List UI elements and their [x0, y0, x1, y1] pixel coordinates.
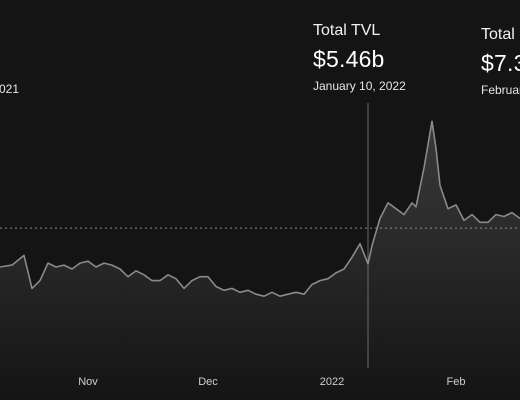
tooltip-secondary-value: $7.3 [481, 50, 520, 76]
tooltip-secondary: Total $7.3 Februar [481, 26, 520, 97]
tooltip-secondary-label: Total [481, 26, 515, 43]
left-date-label: 021 [0, 82, 20, 96]
tooltip-primary-label: Total TVL [313, 22, 381, 39]
tooltip-secondary-date: Februar [481, 83, 520, 97]
x-tick-label: Dec [198, 376, 218, 388]
tvl-area-fill [0, 121, 520, 400]
tooltip-primary-value: $5.46b [313, 46, 385, 72]
tooltip-primary: Total TVL $5.46b January 10, 2022 [313, 22, 406, 93]
tooltip-primary-date: January 10, 2022 [313, 79, 406, 93]
x-tick-label: Nov [78, 376, 98, 388]
x-tick-label: 2022 [320, 376, 344, 388]
x-tick-label: Feb [447, 376, 466, 388]
x-axis-ticks: Nov Dec 2022 Feb [78, 376, 465, 388]
tvl-series-line [0, 120, 520, 298]
